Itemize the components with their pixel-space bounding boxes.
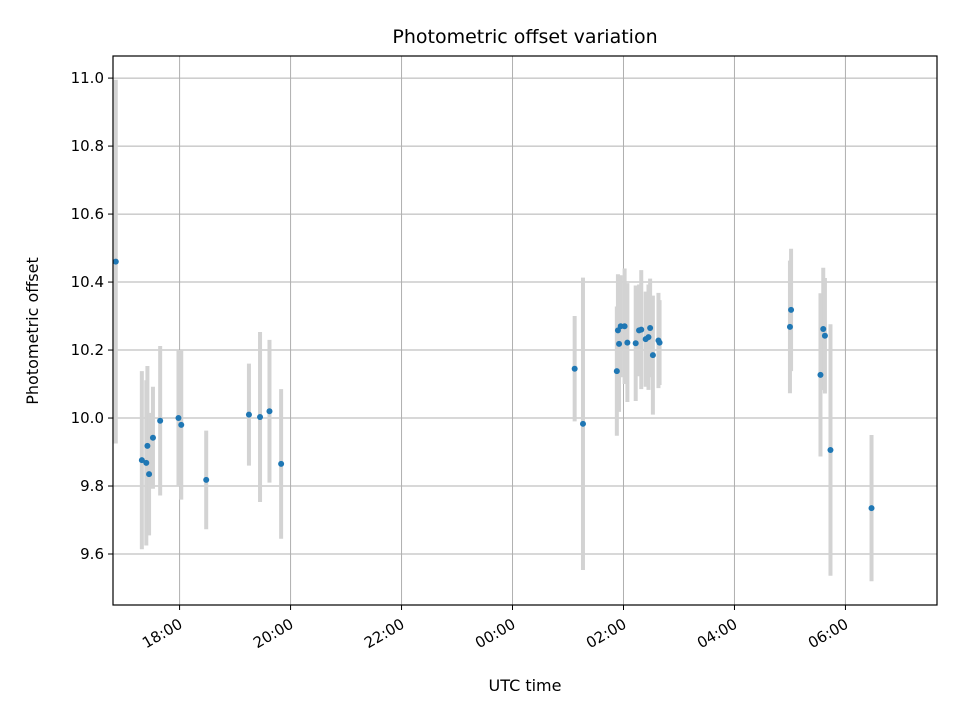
data-point: [820, 325, 827, 332]
y-tick-label: 10.2: [71, 341, 104, 359]
data-point: [656, 339, 663, 346]
y-tick-label: 9.6: [80, 545, 104, 563]
plot-frame: [112, 55, 938, 606]
data-point: [624, 339, 631, 346]
data-point: [647, 324, 654, 331]
data-point: [278, 460, 285, 467]
data-point: [571, 365, 578, 372]
data-point: [632, 340, 639, 347]
data-point: [143, 459, 150, 466]
data-point: [579, 420, 586, 427]
data-point: [817, 371, 824, 378]
data-point: [638, 326, 645, 333]
y-tick-label: 10.6: [71, 205, 104, 223]
y-axis-title: Photometric offset: [23, 257, 42, 405]
data-point: [266, 408, 273, 415]
data-point: [245, 411, 252, 418]
data-point: [827, 446, 834, 453]
data-point: [616, 340, 623, 347]
y-tick-label: 9.8: [80, 477, 104, 495]
data-point: [178, 421, 185, 428]
data-point: [112, 258, 119, 265]
data-point: [613, 368, 620, 375]
data-point: [821, 332, 828, 339]
data-point: [157, 417, 164, 424]
data-point: [645, 334, 652, 341]
data-point: [146, 471, 153, 478]
y-tick-label: 11.0: [71, 69, 104, 87]
x-axis-title: UTC time: [489, 676, 562, 695]
chart-title: Photometric offset variation: [392, 26, 657, 48]
y-tick-label: 10.8: [71, 137, 104, 155]
data-point: [138, 457, 145, 464]
data-point: [149, 434, 156, 441]
data-point: [203, 476, 210, 483]
data-point: [786, 323, 793, 330]
data-point: [868, 505, 875, 512]
data-point: [621, 323, 628, 330]
y-tick-label: 10.0: [71, 409, 104, 427]
data-point: [175, 415, 182, 422]
data-points: [112, 258, 875, 512]
data-point: [144, 442, 151, 449]
data-point: [788, 306, 795, 313]
y-tick-label: 10.4: [71, 273, 104, 291]
data-point: [649, 352, 656, 359]
data-point: [257, 414, 264, 421]
